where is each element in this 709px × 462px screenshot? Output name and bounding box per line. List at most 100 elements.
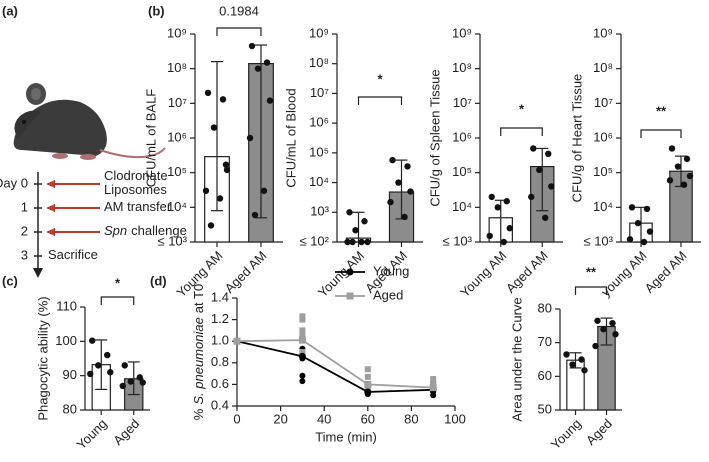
x-tick-label: 100 <box>444 411 466 426</box>
x-tick-label: 0 <box>233 411 240 426</box>
y-tick-label: 0.4 <box>211 397 229 412</box>
data-point <box>640 238 648 246</box>
significance-bracket <box>357 96 403 105</box>
y-axis-title-part: % <box>191 408 206 420</box>
data-point <box>486 232 493 240</box>
data-point <box>344 238 351 246</box>
data-point <box>121 362 128 369</box>
y-axis-title-part: at T0 <box>191 284 206 313</box>
y-tick-label: 10⁶ <box>167 129 187 144</box>
data-point <box>592 342 599 350</box>
y-tick-label: 10⁷ <box>453 95 472 110</box>
x-tick-label: 40 <box>317 411 331 426</box>
data-point <box>542 214 549 221</box>
y-tick-label: 10⁹ <box>309 25 329 40</box>
data-point <box>494 204 501 211</box>
significance-bracket <box>500 127 543 136</box>
data-point <box>389 156 396 164</box>
panel-label: (b) <box>148 3 165 18</box>
y-tick-label: 10⁴ <box>452 199 472 214</box>
data-point <box>246 134 254 142</box>
x-tick-label: young AM <box>598 248 649 299</box>
data-point <box>95 362 102 369</box>
x-tick-label: Young AM <box>315 248 367 300</box>
y-tick-label: 0.6 <box>211 376 229 391</box>
data-point <box>299 316 306 323</box>
x-axis-title: Time (min) <box>315 429 377 444</box>
data-point <box>634 219 642 227</box>
event-label: AM transfer <box>104 199 172 214</box>
event-text: challenge <box>131 223 187 238</box>
panel-label: (d) <box>150 273 167 288</box>
data-point <box>251 211 259 219</box>
event-text: Clodronate <box>104 168 168 183</box>
significance-label: * <box>377 71 383 86</box>
significance-bracket <box>640 129 682 138</box>
significance-bracket <box>574 286 608 295</box>
y-tick-label: 80 <box>63 401 77 416</box>
day-label: 1 <box>21 199 28 214</box>
event-label: Clodronate <box>104 168 168 183</box>
data-point <box>668 145 676 152</box>
y-tick-label: 10⁹ <box>593 25 613 40</box>
y-axis-title: Area under the Curve <box>509 297 524 421</box>
data-point <box>503 198 510 205</box>
data-point <box>299 313 306 320</box>
y-axis-title-part: S. pneumoniae <box>191 317 206 404</box>
event-text: AM transfer <box>104 199 172 214</box>
mean-marker <box>233 337 241 345</box>
y-tick-label: 10⁵ <box>593 164 613 179</box>
day-label: Day 0 <box>0 175 28 190</box>
data-point <box>530 145 537 152</box>
y-tick-label: 10⁵ <box>309 144 329 159</box>
data-point <box>364 373 371 380</box>
y-tick-label: 10⁴ <box>593 199 613 214</box>
data-point <box>87 370 94 378</box>
event-text: Liposomes <box>104 182 167 197</box>
mean-marker <box>298 336 306 344</box>
data-point <box>488 193 495 201</box>
data-point <box>401 213 408 221</box>
x-tick-label: Aged AM <box>503 248 551 296</box>
data-point <box>626 236 634 243</box>
data-point <box>666 177 674 184</box>
y-tick-label: 80 <box>538 300 552 315</box>
mean-marker <box>429 384 437 392</box>
chart-panel: ≤ 10³ 10⁴ 10⁵ 10⁶ 10⁷ 10⁸ 10⁹ CFU/g of Heart Ti… <box>569 25 701 299</box>
data-point <box>210 124 218 131</box>
data-point <box>349 238 356 246</box>
y-tick-label: 10⁹ <box>452 25 472 40</box>
data-point <box>609 319 616 327</box>
y-tick-label: 10⁷ <box>310 85 329 100</box>
y-tick-label: ≤ 10³ <box>157 233 187 248</box>
y-tick-label: 70 <box>538 334 552 349</box>
significance-label: ** <box>656 103 667 118</box>
y-tick-label: 10⁸ <box>309 55 329 70</box>
y-tick-label: 10⁸ <box>167 60 187 75</box>
data-point <box>248 42 256 50</box>
data-point <box>127 378 134 385</box>
legend-label: Aged <box>373 287 403 302</box>
y-tick-label: 1.4 <box>211 289 229 304</box>
data-point <box>219 96 227 103</box>
data-point <box>204 89 212 97</box>
data-point <box>674 163 682 170</box>
y-axis-title: % S. pneumoniae at T0 <box>191 284 206 420</box>
event-label: Sacrifice <box>48 247 98 262</box>
data-point <box>352 226 359 234</box>
data-point <box>89 337 96 344</box>
y-tick-label: 0.8 <box>211 354 229 369</box>
timeline-axis <box>33 172 43 278</box>
data-point <box>361 218 368 225</box>
significance-label: * <box>519 101 525 116</box>
chart-panel: ≤ 10³ 10⁴ 10⁵ 10⁶ 10⁷ 10⁸ 10⁹ CFU/g of Spleen T… <box>427 25 563 300</box>
y-tick-label: 10⁷ <box>594 95 613 110</box>
event-label: Spn challenge <box>104 223 187 238</box>
y-tick-label: 10⁴ <box>309 174 329 189</box>
data-point <box>223 166 231 174</box>
data-point <box>107 369 114 376</box>
data-point <box>104 351 111 359</box>
